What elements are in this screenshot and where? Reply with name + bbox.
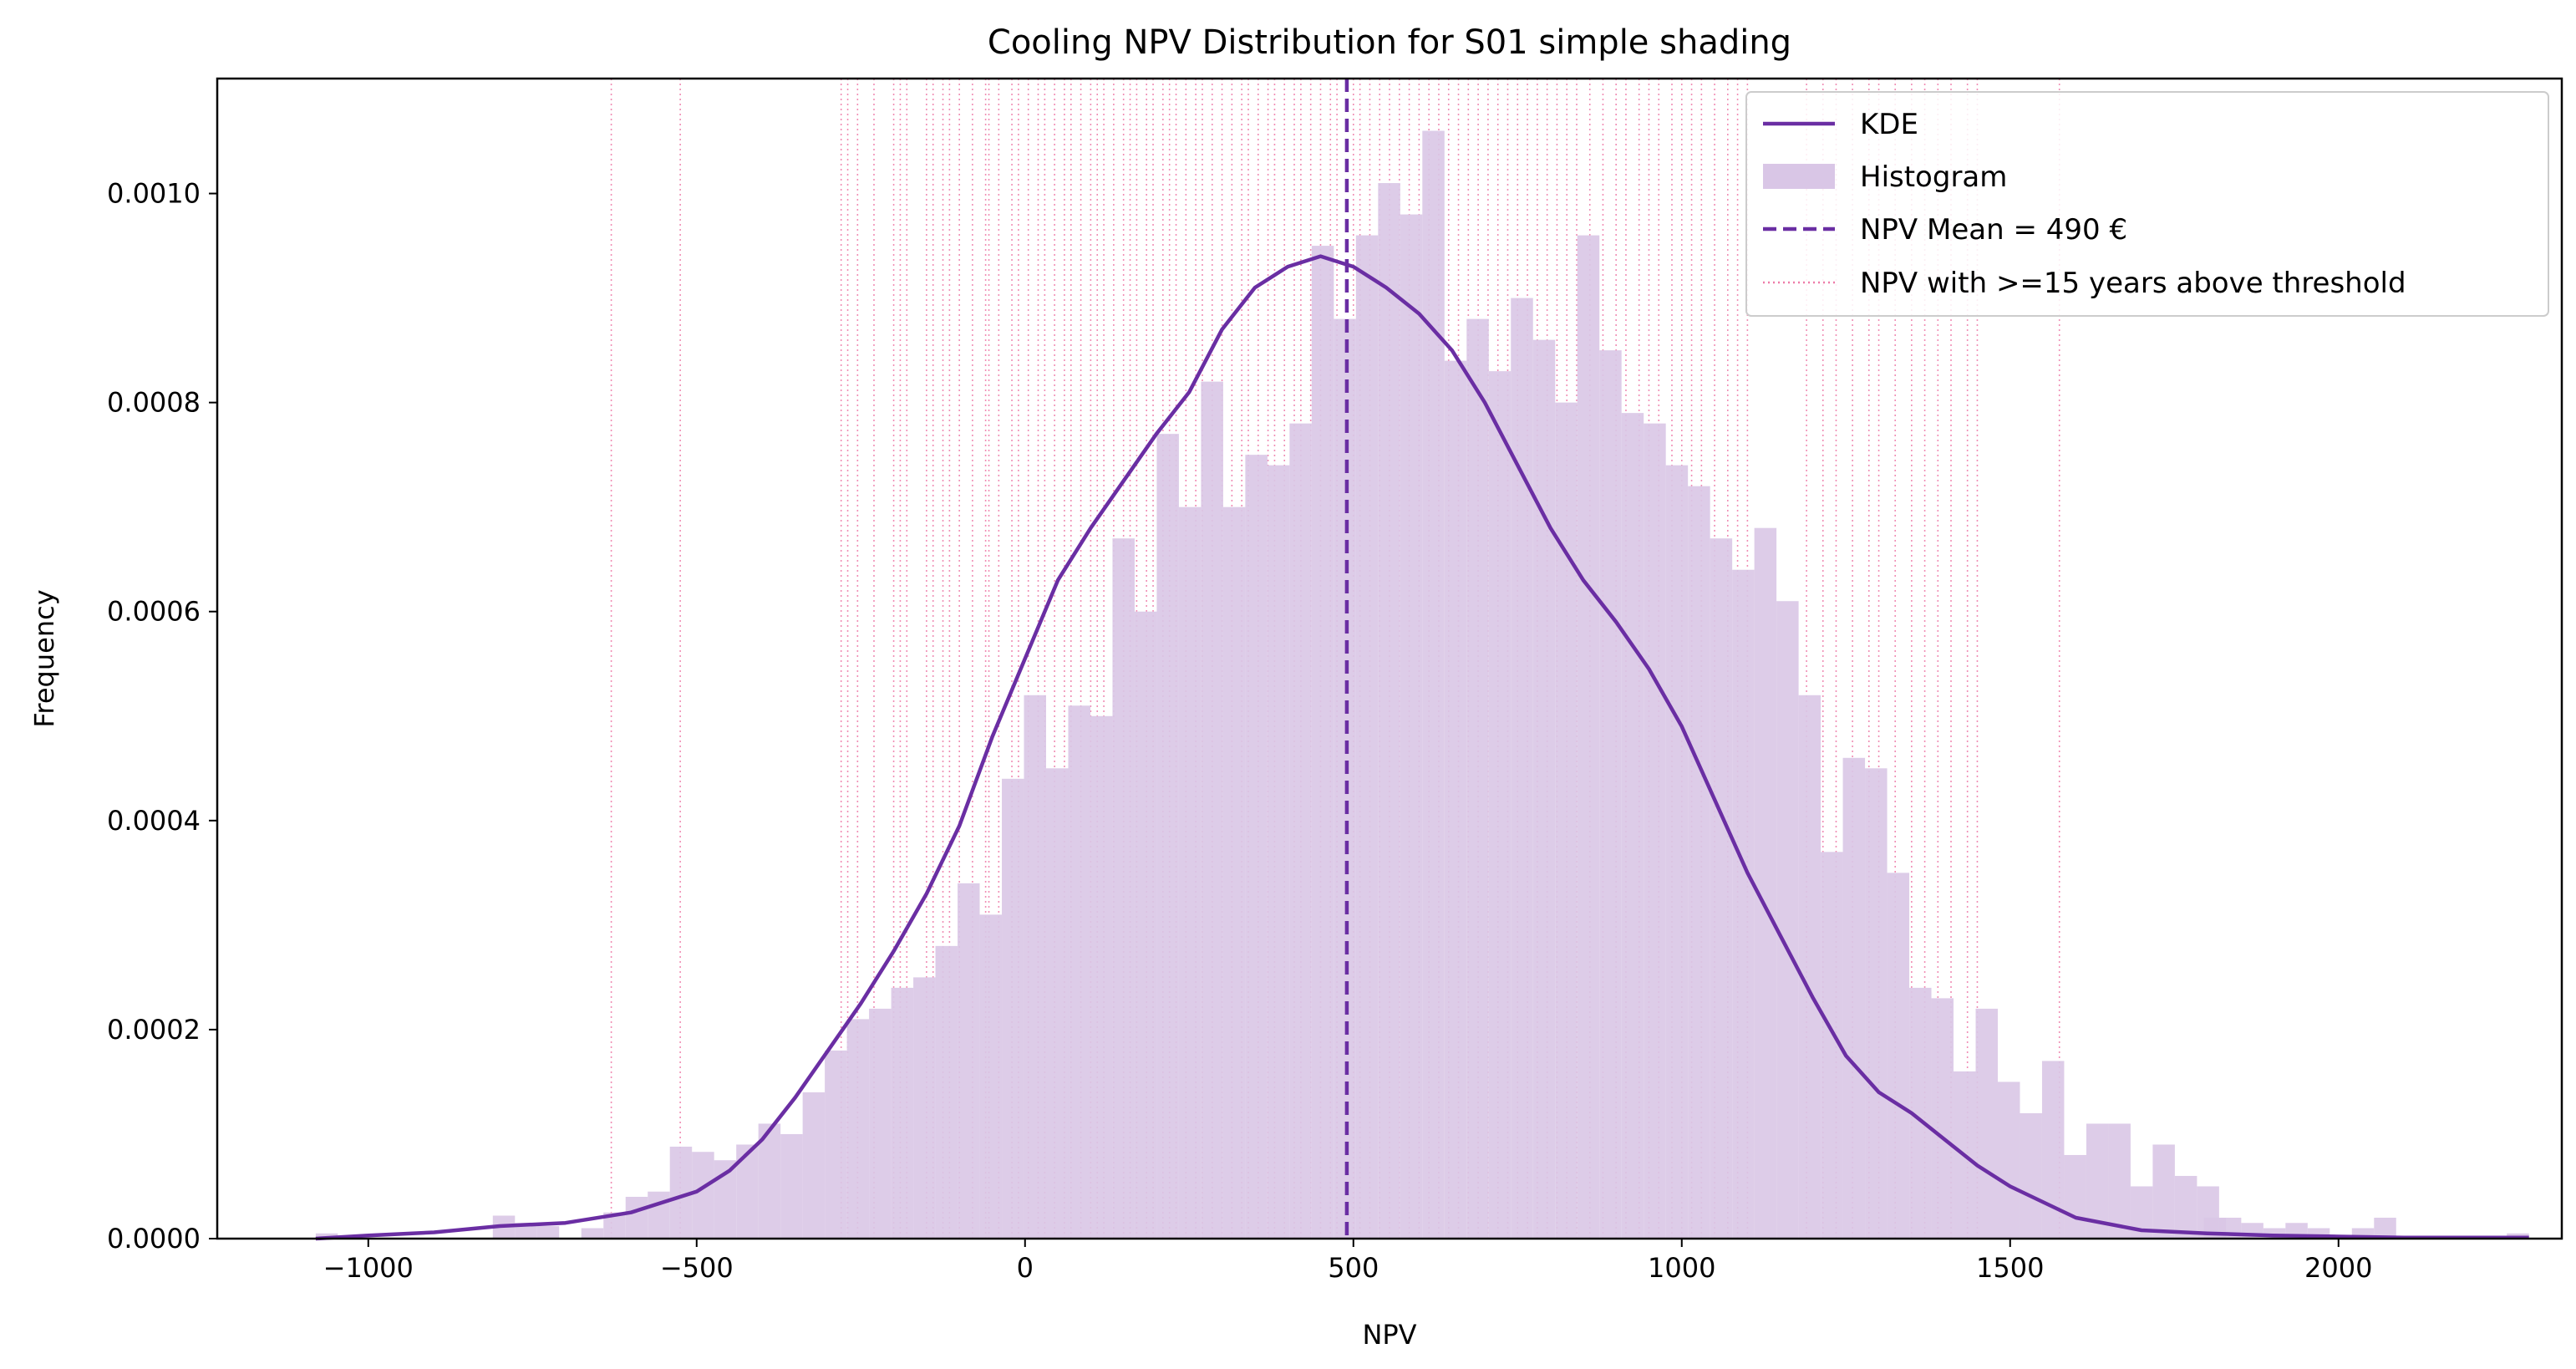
histogram-bar-52 [1466,318,1489,1239]
chart-title: Cooling NPV Distribution for S01 simple … [988,23,1791,62]
histogram-bar-65 [1754,527,1777,1239]
histogram-bar-22 [802,1092,826,1239]
histogram-bar-46 [1334,318,1356,1239]
y-axis-label: Frequency [28,589,60,727]
kde-layer [315,254,2529,1241]
histogram-bar-71 [1887,873,1910,1239]
histogram-bar-61 [1665,465,1689,1239]
x-axis-ticks: −1000 −500 0 500 1000 1500 2000 [323,1239,2372,1284]
histogram-bar-21 [780,1133,803,1239]
histogram-bar-36 [1112,538,1135,1239]
legend-histogram-swatch [1763,164,1835,189]
histogram-bar-41 [1222,506,1246,1239]
histogram-bar-15 [648,1191,670,1239]
kde-curve [315,254,2529,1241]
histogram-bar-37 [1134,611,1157,1239]
histogram-bars [315,130,2529,1239]
histogram-bar-76 [1997,1081,2020,1239]
histogram-bar-33 [1046,768,1069,1239]
histogram-bar-66 [1776,601,1799,1239]
histogram-bar-39 [1178,506,1202,1239]
histogram-bar-29 [958,883,980,1239]
histogram-bar-83 [2152,1144,2175,1239]
histogram-bar-30 [979,914,1003,1239]
histogram-bar-44 [1289,423,1312,1239]
y-tick-label-1: 0.0002 [107,1014,201,1046]
histogram-bar-50 [1422,130,1445,1239]
histogram-bar-73 [1931,998,1954,1239]
histogram-bar-59 [1621,413,1644,1239]
histogram-bar-42 [1245,455,1268,1239]
histogram-bar-81 [2108,1123,2131,1239]
histogram-bar-28 [935,945,958,1239]
legend-mean-label: NPV Mean = 490 € [1860,213,2127,247]
histogram-bar-56 [1555,402,1578,1239]
histogram-bar-17 [692,1152,714,1239]
histogram-bar-47 [1355,235,1379,1239]
histogram-bar-35 [1090,715,1113,1239]
y-axis-ticks: 0.0000 0.0002 0.0004 0.0006 0.0008 0.0010 [107,178,217,1254]
x-tick-label-4: 1000 [1648,1252,1715,1284]
histogram-bar-48 [1378,183,1400,1239]
histogram-bar-75 [1975,1008,1998,1239]
legend-kde-label: KDE [1860,108,1918,141]
x-tick-label-6: 2000 [2304,1252,2372,1284]
histogram-bar-70 [1865,768,1888,1239]
histogram-bar-93 [2374,1217,2396,1239]
x-tick-label-1: −500 [660,1252,734,1284]
histogram-bar-12 [581,1228,604,1239]
y-tick-label-3: 0.0006 [107,596,201,628]
histogram-bar-31 [1002,778,1024,1239]
histogram-bar-40 [1201,381,1223,1239]
histogram-bar-64 [1732,569,1755,1239]
x-tick-label-2: 0 [1017,1252,1034,1284]
legend-histogram-label: Histogram [1860,160,2007,194]
y-tick-label-2: 0.0004 [107,805,201,837]
x-tick-label-5: 1500 [1976,1252,2044,1284]
histogram-bar-34 [1068,705,1090,1239]
histogram-bar-58 [1599,350,1622,1239]
histogram-bar-60 [1644,423,1666,1239]
histogram-bar-27 [913,977,936,1239]
legend: KDE Histogram NPV Mean = 490 € NPV with … [1745,91,2549,317]
plot-frame [216,77,2563,1240]
histogram-bar-25 [869,1008,892,1239]
histogram-bar-32 [1024,695,1047,1239]
y-tick-label-4: 0.0008 [107,387,201,419]
histogram-bar-43 [1267,465,1290,1239]
histogram-bar-51 [1444,360,1467,1239]
histogram-bar-67 [1798,695,1821,1239]
x-tick-label-3: 500 [1328,1252,1379,1284]
histogram-bar-49 [1400,214,1423,1239]
legend-threshold-label: NPV with >=15 years above threshold [1860,267,2406,300]
histogram-bar-14 [625,1196,648,1239]
histogram-bar-23 [825,1050,847,1239]
histogram-bar-10 [536,1225,560,1239]
histogram-bar-84 [2174,1175,2197,1239]
histogram-bar-77 [2020,1112,2042,1239]
histogram-bar-63 [1710,538,1733,1239]
legend-frame [1745,91,2549,317]
histogram-bar-20 [758,1123,781,1239]
x-tick-label-0: −1000 [323,1252,414,1284]
x-axis-label: NPV [1362,1319,1416,1351]
y-tick-label-5: 0.0010 [107,178,201,210]
histogram-bar-57 [1577,235,1600,1239]
histogram-bar-45 [1311,246,1334,1239]
y-tick-label-0: 0.0000 [107,1223,201,1254]
histogram-bar-55 [1532,339,1556,1239]
histogram-bar-62 [1688,486,1710,1239]
histogram-bar-69 [1842,757,1866,1239]
histogram-bar-79 [2064,1154,2086,1239]
histogram-bar-53 [1488,371,1512,1239]
histogram-bar-54 [1511,298,1533,1239]
histogram-bar-24 [846,1019,870,1239]
histogram-bar-38 [1156,434,1179,1239]
histogram-bar-26 [891,987,914,1239]
histogram-bar-0 [315,1233,338,1239]
